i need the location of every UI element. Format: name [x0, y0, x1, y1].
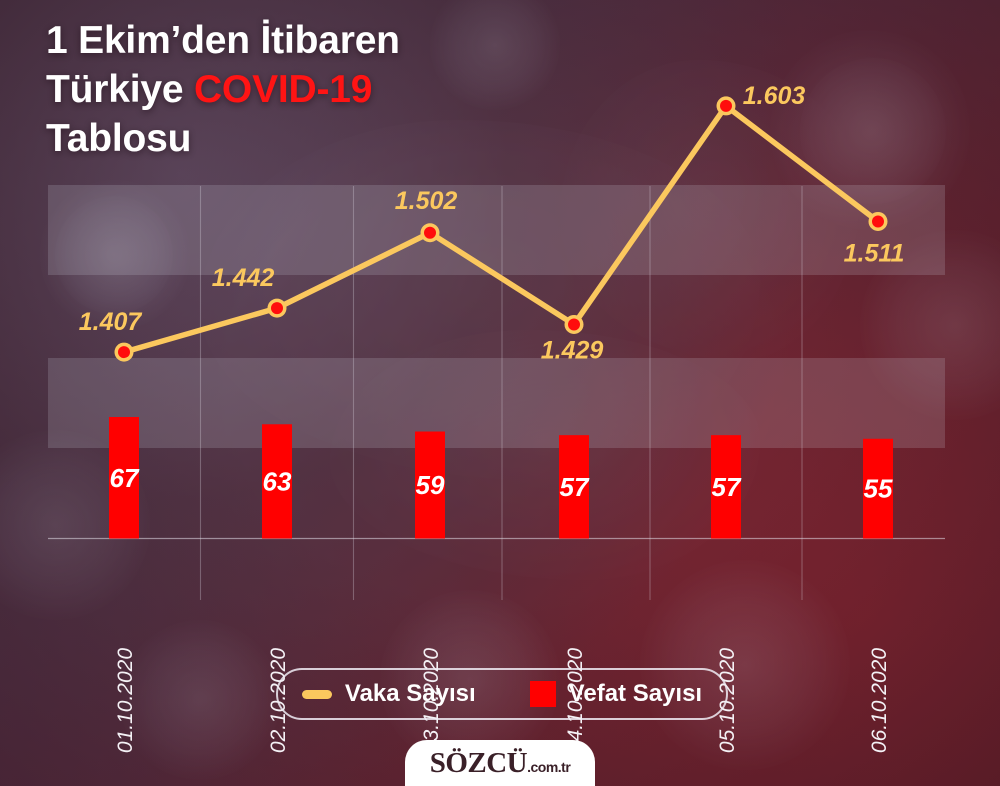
sozcu-logo[interactable]: SÖZCÜ.com.tr — [405, 740, 595, 786]
x-axis-label: 01.10.2020 — [114, 648, 137, 753]
line-value-label: 1.603 — [743, 82, 806, 110]
data-point — [118, 346, 130, 359]
x-axis-label: 04.10.2020 — [564, 648, 587, 753]
cases-value-labels: 1.407 1.442 1.502 1.429 1.603 1.511 — [79, 82, 905, 365]
cases-polyline — [121, 103, 881, 355]
bar-value-label: 55 — [864, 474, 893, 504]
title-covid-highlight: COVID-19 — [193, 68, 373, 111]
bar-value-label: 63 — [263, 466, 292, 496]
bar — [415, 431, 445, 539]
data-point — [424, 226, 436, 239]
deaths-bars — [109, 417, 893, 539]
title-line-3: Tablosu — [46, 117, 192, 160]
x-axis-label: 05.10.2020 — [716, 648, 739, 753]
plot-band-upper — [48, 185, 945, 275]
x-axis-label: 06.10.2020 — [868, 648, 891, 753]
chart-legend: Vaka Sayısı Vefat Sayısı — [276, 668, 728, 720]
bar — [559, 435, 589, 539]
data-point — [872, 215, 884, 228]
x-axis-label: 03.10.2020 — [420, 648, 443, 753]
line-value-label: 1.511 — [844, 239, 905, 267]
logo-name: SÖZCÜ — [429, 746, 528, 779]
bar-value-label: 57 — [712, 472, 742, 502]
line-value-label: 1.407 — [79, 308, 143, 336]
bar — [711, 435, 741, 539]
data-point — [568, 318, 580, 331]
title-line-1: 1 Ekim’den İtibaren — [46, 19, 400, 62]
bar-value-label: 67 — [110, 463, 140, 493]
cases-markers — [114, 96, 888, 362]
line-value-label: 1.442 — [212, 264, 275, 292]
bar — [109, 417, 139, 539]
data-point — [271, 302, 283, 315]
logo-suffix: .com.tr — [527, 758, 571, 775]
title-line-2: Türkiye COVID-19 — [46, 65, 746, 114]
bar — [863, 438, 893, 539]
legend-item-cases[interactable]: Vaka Sayısı — [301, 680, 476, 708]
line-value-label: 1.429 — [541, 336, 604, 364]
line-swatch-icon — [301, 689, 332, 699]
grid-layer — [199, 186, 803, 600]
bar-value-label: 57 — [560, 472, 590, 502]
cases-line — [121, 103, 881, 355]
logo-text: SÖZCÜ.com.tr — [429, 746, 571, 779]
deaths-value-labels: 67 63 59 57 57 55 — [110, 463, 893, 504]
legend-label-deaths: Vefat Sayısı — [568, 680, 703, 707]
plot-band-lower — [48, 358, 945, 448]
data-point — [720, 99, 732, 112]
legend-label-cases: Vaka Sayısı — [344, 680, 476, 707]
bar — [262, 424, 292, 539]
legend-item-deaths[interactable]: Vefat Sayısı — [529, 680, 703, 708]
title-line-2-text: Türkiye — [46, 68, 194, 111]
bar-value-label: 59 — [416, 470, 445, 500]
page-title: 1 Ekim’den İtibaren Türkiye COVID-19 Tab… — [46, 16, 746, 163]
line-value-label: 1.502 — [395, 187, 458, 215]
square-swatch-icon — [529, 681, 556, 707]
